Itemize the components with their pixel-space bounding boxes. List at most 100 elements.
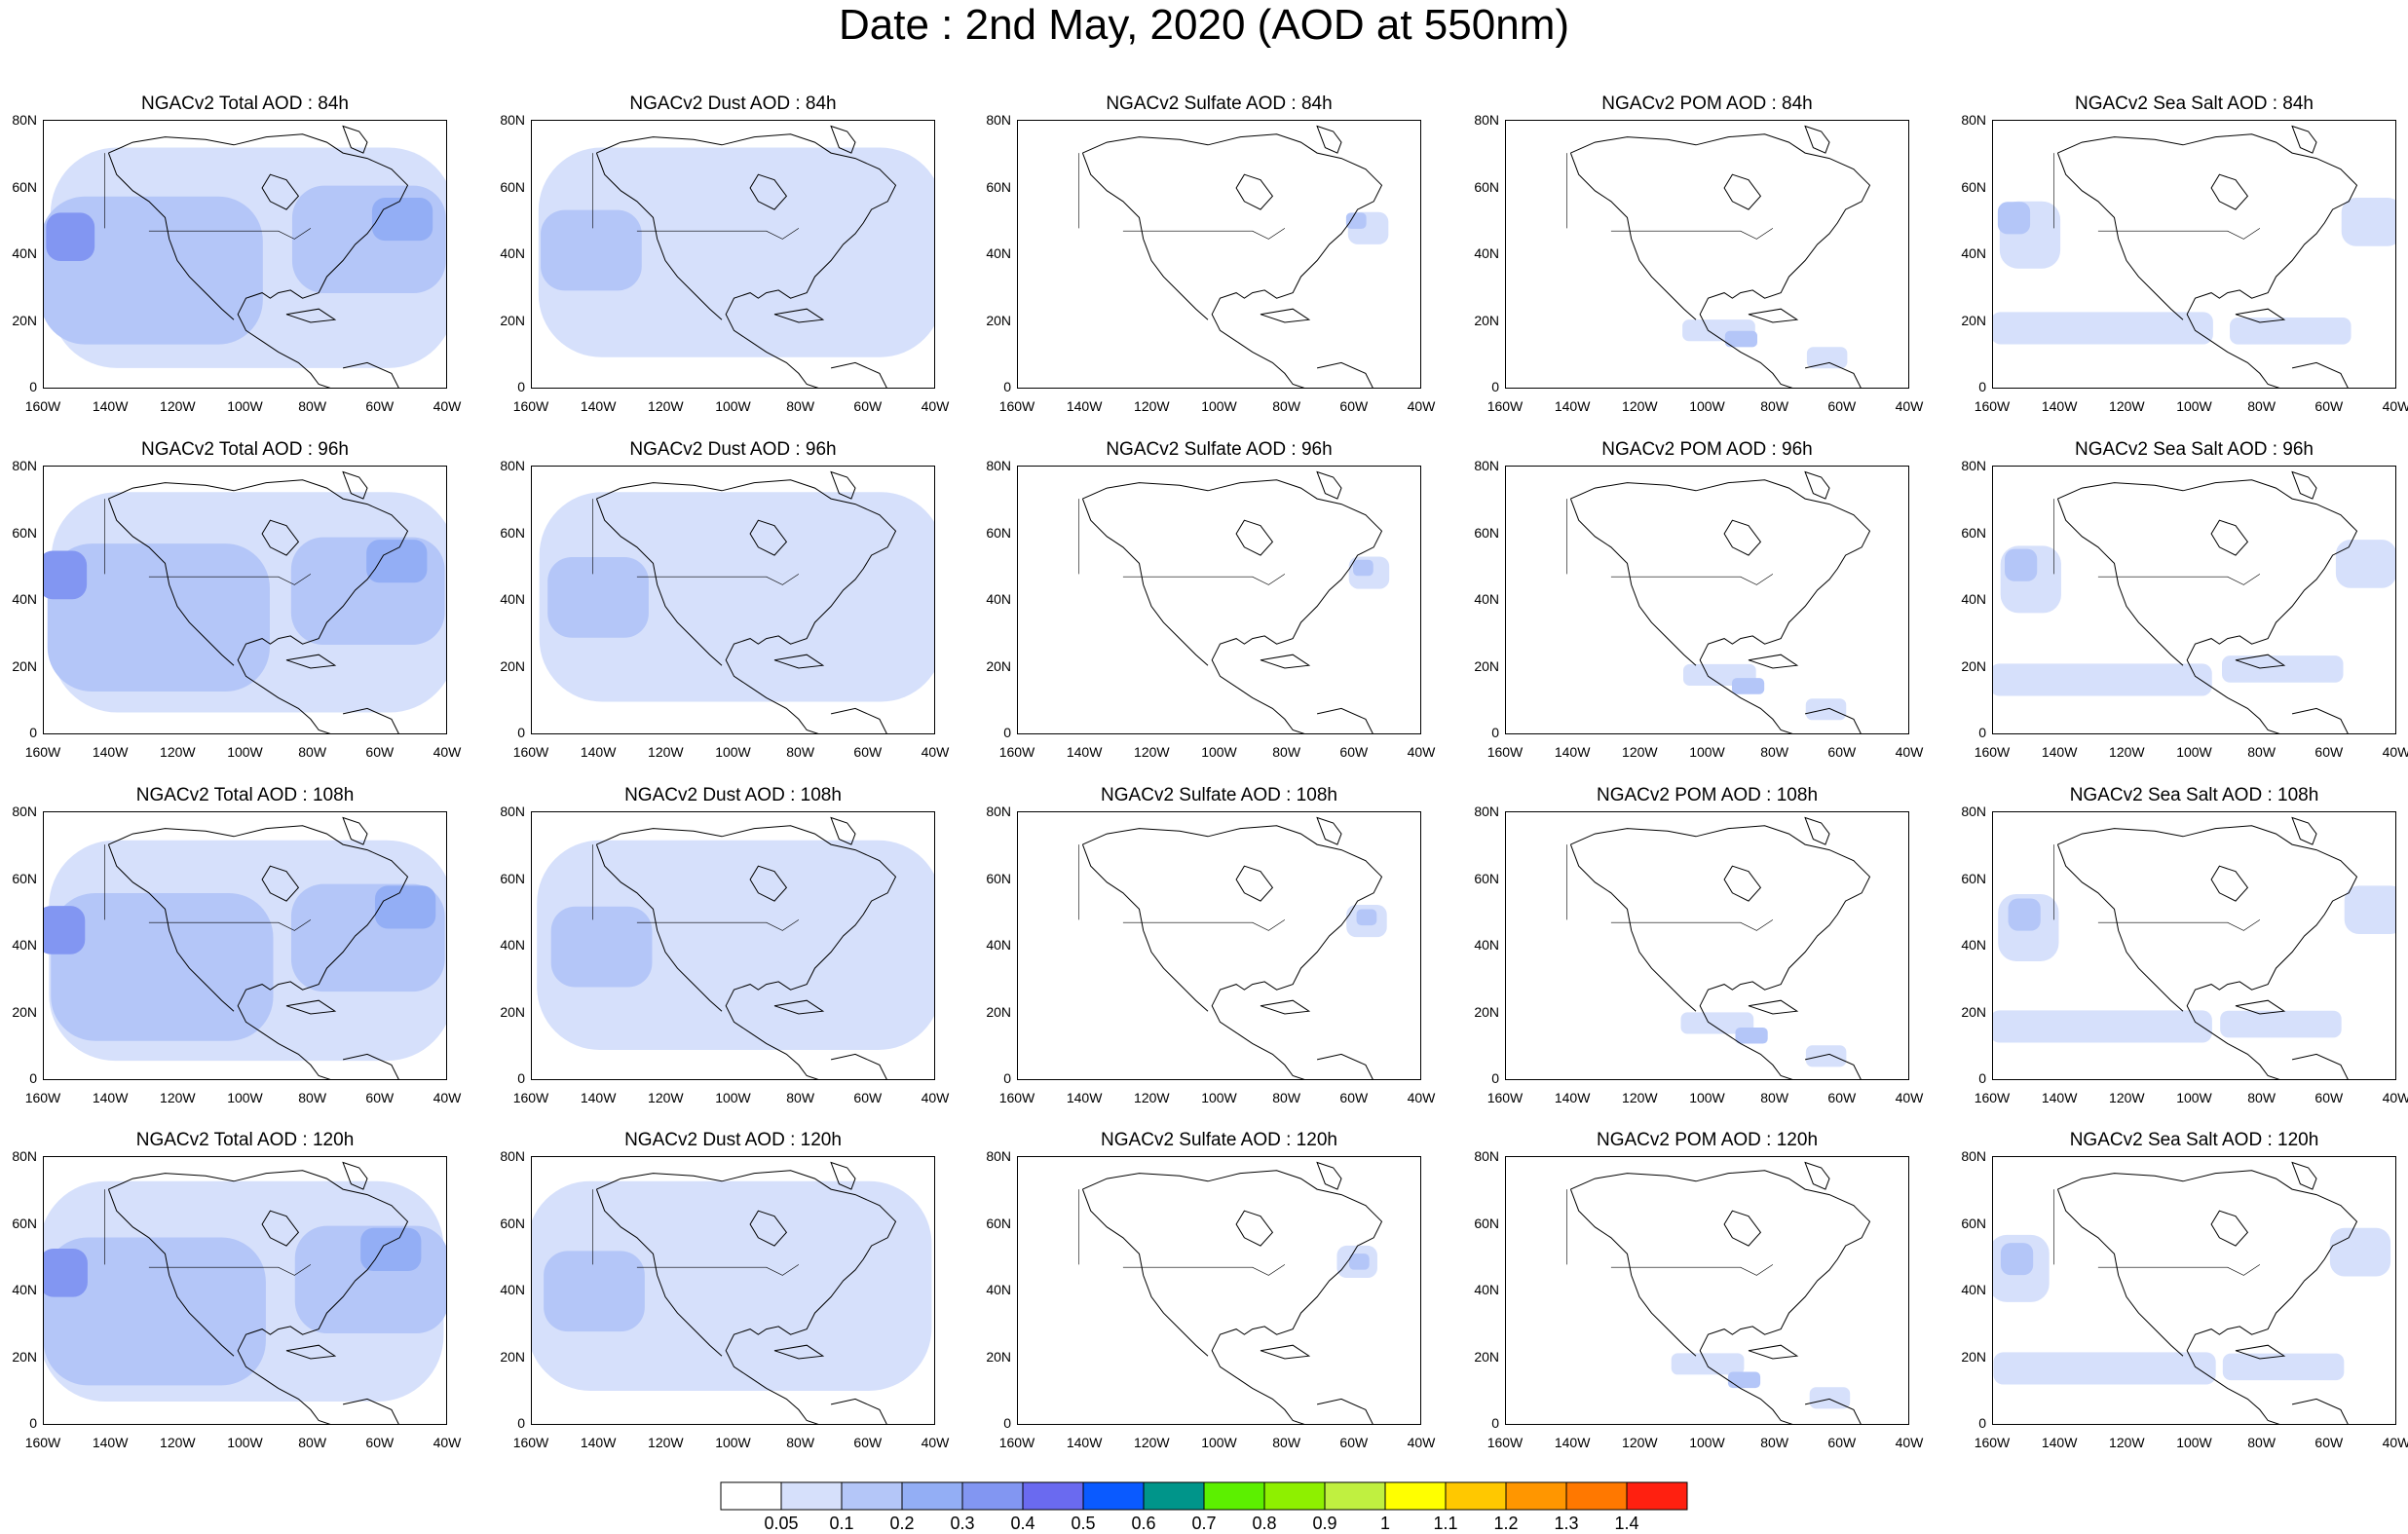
lat-tick-label: 0 — [1978, 725, 1986, 740]
map-panel-seasalt — [1992, 466, 2396, 734]
lat-tick-label: 80N — [500, 804, 525, 819]
lat-tick-label: 40N — [1474, 591, 1499, 607]
lon-tick-label: 60W — [1339, 1090, 1369, 1105]
colorbar-label: 0.2 — [889, 1514, 915, 1533]
lon-tick-label: 120W — [1622, 398, 1658, 414]
lon-tick-label: 60W — [853, 1090, 883, 1105]
aod-field — [44, 1180, 446, 1402]
colorbar-swatch — [901, 1481, 963, 1511]
lat-tick-label: 60N — [12, 1215, 37, 1231]
lat-tick-label: 80N — [1474, 458, 1499, 473]
lon-tick-label: 140W — [580, 398, 617, 414]
lon-tick-label: 100W — [1201, 744, 1237, 760]
lon-tick-label: 140W — [1554, 1090, 1591, 1105]
lat-tick-label: 60N — [12, 178, 37, 195]
lon-tick-label: 40W — [921, 744, 950, 760]
panel-title: NGACv2 Sulfate AOD : 84h — [1106, 94, 1333, 114]
coastlines — [592, 125, 897, 388]
lat-tick-label: 80N — [986, 112, 1011, 128]
lon-tick-label: 120W — [2109, 744, 2145, 760]
lat-tick-label: 20N — [500, 312, 525, 328]
lat-tick-label: 40N — [986, 1282, 1011, 1297]
lat-tick-label: 60N — [500, 524, 525, 541]
lon-tick-label: 120W — [648, 1435, 684, 1450]
lon-tick-label: 80W — [1272, 398, 1301, 414]
coastlines — [1078, 470, 1383, 733]
lon-tick-label: 160W — [512, 398, 549, 414]
coastlines — [104, 470, 409, 733]
lon-tick-label: 40W — [433, 398, 462, 414]
lon-tick-label: 100W — [1689, 1090, 1725, 1105]
colorbar-label: 0.7 — [1191, 1514, 1217, 1533]
coastlines — [1566, 125, 1871, 388]
lat-tick-label: 60N — [1961, 178, 1986, 195]
lon-tick-label: 120W — [2109, 1090, 2145, 1105]
lon-tick-label: 160W — [998, 1090, 1035, 1105]
lat-tick-label: 0 — [1003, 725, 1011, 740]
lon-tick-label: 60W — [2314, 1435, 2344, 1450]
lat-tick-label: 40N — [1961, 1282, 1986, 1297]
lat-tick-label: 0 — [1003, 379, 1011, 394]
colorbar-label: 0.5 — [1071, 1514, 1096, 1533]
lat-tick-label: 20N — [500, 1003, 525, 1020]
lat-tick-label: 20N — [986, 1003, 1011, 1020]
lon-tick-label: 160W — [998, 744, 1035, 760]
lon-tick-label: 40W — [1895, 744, 1924, 760]
lon-tick-label: 140W — [580, 1435, 617, 1450]
lon-tick-label: 100W — [1689, 744, 1725, 760]
panel-title: NGACv2 Sulfate AOD : 108h — [1101, 785, 1337, 805]
lon-tick-label: 40W — [433, 744, 462, 760]
lon-tick-label: 60W — [853, 398, 883, 414]
lat-tick-label: 20N — [1961, 1348, 1986, 1365]
lon-tick-label: 40W — [2382, 398, 2408, 414]
colorbar-label: 0.05 — [764, 1514, 799, 1533]
map-panel-dust — [531, 466, 935, 734]
lat-tick-label: 80N — [1961, 458, 1986, 473]
lat-tick-label: 60N — [986, 870, 1011, 886]
lon-tick-label: 160W — [1486, 1090, 1524, 1105]
aod-field — [44, 492, 446, 713]
map-panel-seasalt — [1992, 1156, 2396, 1425]
lon-tick-label: 80W — [786, 1090, 815, 1105]
lat-tick-label: 20N — [1474, 312, 1499, 328]
lon-tick-label: 40W — [1407, 398, 1436, 414]
lon-tick-label: 140W — [1066, 1090, 1103, 1105]
lon-tick-label: 160W — [1974, 1435, 2011, 1450]
lat-tick-label: 0 — [1491, 725, 1499, 740]
lon-tick-label: 100W — [715, 744, 751, 760]
lat-tick-label: 20N — [1474, 657, 1499, 674]
colorbar-swatch — [1022, 1481, 1084, 1511]
panel-title: NGACv2 Total AOD : 120h — [135, 1130, 355, 1150]
lat-tick-label: 20N — [12, 1348, 37, 1365]
lon-tick-label: 60W — [1339, 1435, 1369, 1450]
aod-field — [537, 840, 934, 1051]
lat-tick-label: 0 — [1491, 1415, 1499, 1431]
lon-tick-label: 140W — [580, 744, 617, 760]
lat-tick-label: 40N — [1474, 937, 1499, 953]
lon-tick-label: 80W — [786, 398, 815, 414]
lat-tick-label: 0 — [1491, 1070, 1499, 1086]
lon-tick-label: 60W — [365, 398, 395, 414]
panel-title: NGACv2 POM AOD : 108h — [1596, 785, 1819, 805]
lat-tick-label: 60N — [1474, 524, 1499, 541]
map-panel-pom — [1505, 1156, 1909, 1425]
colorbar-swatch — [1263, 1481, 1326, 1511]
map-panel-pom — [1505, 811, 1909, 1080]
lon-tick-label: 60W — [365, 1435, 395, 1450]
panel-title: NGACv2 Dust AOD : 84h — [629, 94, 837, 114]
colorbar-swatch — [1626, 1481, 1688, 1511]
lon-tick-label: 80W — [298, 398, 327, 414]
colorbar-label: 1.4 — [1614, 1514, 1639, 1533]
lat-tick-label: 20N — [500, 1348, 525, 1365]
lon-tick-label: 40W — [1895, 1435, 1924, 1450]
lat-tick-label: 40N — [500, 591, 525, 607]
lon-tick-label: 120W — [648, 1090, 684, 1105]
lat-tick-label: 60N — [500, 1215, 525, 1231]
lon-tick-label: 140W — [2041, 398, 2078, 414]
lat-tick-label: 80N — [986, 458, 1011, 473]
colorbar-swatch — [780, 1481, 843, 1511]
coastlines — [104, 1161, 409, 1424]
map-panel-total — [43, 1156, 447, 1425]
lon-tick-label: 60W — [1827, 398, 1857, 414]
lon-tick-label: 80W — [2247, 744, 2276, 760]
